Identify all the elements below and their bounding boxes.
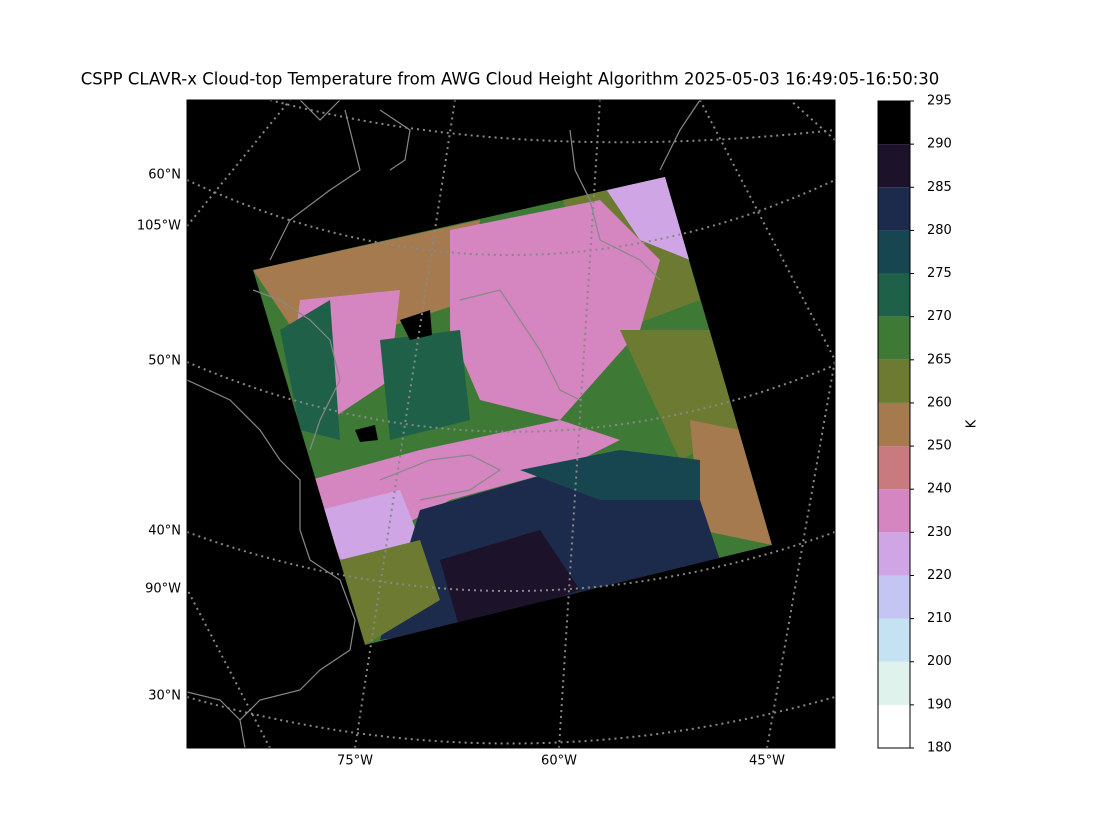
colorbar-tick-label: 230 (927, 525, 952, 540)
lon-label: 75°W (337, 754, 373, 769)
colorbar-segment (878, 618, 910, 662)
lon-label: 60°W (541, 754, 577, 769)
colorbar-segment (878, 532, 910, 576)
colorbar-segment (878, 359, 910, 403)
colorbar-tick-label: 280 (927, 223, 952, 238)
colorbar-tick-label: 190 (927, 697, 952, 712)
colorbar-segment (878, 230, 910, 274)
colorbar-segment (878, 187, 910, 231)
colorbar-tick-label: 285 (927, 180, 952, 195)
colorbar-segment (878, 144, 910, 188)
lat-lon-label: 30°N (148, 689, 181, 704)
colorbar-tick-label: 210 (927, 611, 952, 626)
lon-label: 45°W (749, 754, 785, 769)
colorbar-segment (878, 704, 910, 748)
colorbar-segment (878, 316, 910, 360)
colorbar-tick-label: 250 (927, 439, 952, 454)
lat-lon-label: 90°W (145, 582, 181, 597)
colorbar-tick-label: 200 (927, 654, 952, 669)
colorbar-tick-label: 220 (927, 568, 952, 583)
map (187, 100, 835, 748)
colorbar-segment (878, 446, 910, 490)
colorbar-segment (878, 489, 910, 533)
map-frame (186, 99, 836, 749)
colorbar-tick-label: 180 (927, 741, 952, 756)
colorbar-tick-label: 275 (927, 266, 952, 281)
colorbar-segment (878, 575, 910, 619)
colorbar-tick-label: 295 (927, 94, 952, 109)
title: CSPP CLAVR-x Cloud-top Temperature from … (81, 70, 940, 89)
coastline (187, 100, 701, 748)
axis-labels: 60°N 105°W 50°N 40°N 90°W 30°N 75°W 60°W 45°W (137, 168, 785, 769)
colorbar-tick-label: 270 (927, 309, 952, 324)
lat-lon-label: 105°W (137, 219, 181, 234)
colorbar-tick-label: 240 (927, 482, 952, 497)
colorbar-segment (878, 661, 910, 705)
colorbar-segment (878, 402, 910, 447)
colorbar-tick-label: 265 (927, 352, 952, 367)
graticule (187, 100, 835, 748)
colorbar-segment (878, 101, 910, 145)
colorbar-segment (878, 273, 910, 317)
colorbar-tick-label: 260 (927, 395, 952, 410)
lat-lon-label: 60°N (148, 168, 181, 183)
colorbar-tick-label: 290 (927, 137, 952, 152)
colorbar-label: K (965, 419, 980, 428)
colorbar-frame (877, 100, 911, 749)
colorbar: 180 190 200 210 220 230 240 250 260 265 270 275 280 2… (877, 94, 952, 756)
lat-lon-label: 40°N (148, 524, 181, 539)
lat-lon-label: 50°N (148, 354, 181, 369)
